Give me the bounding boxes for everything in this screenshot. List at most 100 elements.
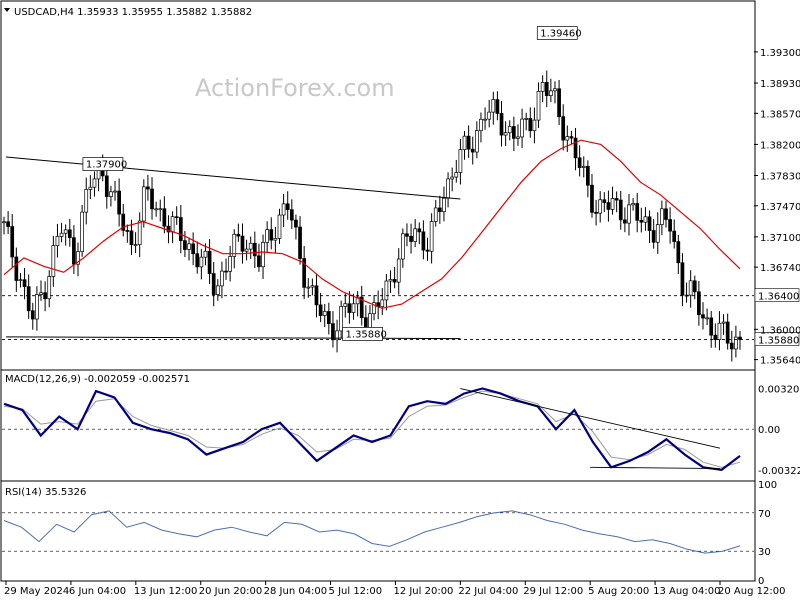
candle-body [129,230,134,246]
candle-body [680,262,685,296]
candle-body [516,136,520,139]
candle-body [6,221,10,227]
candle-body [544,82,549,96]
collapse-triangle-icon[interactable] [4,8,10,12]
candle-body [524,118,529,120]
candle-body [454,172,459,178]
candle-body [104,175,109,197]
candle-body [55,236,60,246]
candle-body [664,208,668,220]
candle-body [347,303,352,313]
candle-body [528,118,533,132]
candle-body [322,311,327,316]
candle-body [577,157,582,168]
candle-body [417,228,422,233]
candle-body [125,230,130,232]
candle-body [162,208,167,227]
candle-body [725,321,730,344]
candle-body [2,221,6,224]
candle-body [503,132,508,136]
x-tick-label: 6 Jun 04:00 [69,586,126,597]
candle-body [470,148,475,153]
macd-layer [2,387,754,471]
candle-body [265,229,270,243]
annotation-label: 1.37900 [86,160,127,171]
price-ytick-label: 1.37830 [760,172,800,183]
candle-body [109,191,113,197]
rsi-layer [2,510,754,554]
macd-main-line [3,387,741,471]
candle-body [10,226,15,258]
candle-body [261,242,265,268]
candle-body [651,230,656,243]
macd-signal-line [3,390,741,468]
candle-body [598,199,603,214]
candle-body [437,207,442,213]
macd-trend-line [590,466,721,470]
price-ytick-label: 1.36740 [760,263,800,274]
candle-body [701,314,705,319]
candle-body [92,178,97,188]
candle-body [372,302,376,315]
price-ytick-label: 1.37100 [760,233,800,244]
x-tick-label: 20 Jun 20:00 [199,586,263,597]
candle-body [51,245,56,277]
candle-body [734,336,738,350]
candle-body [244,248,249,252]
x-tick-label: 13 Aug 04:00 [653,586,720,597]
candle-body [573,137,578,159]
level-label-box [754,288,800,303]
candle-body [220,270,224,287]
candle-body [672,230,677,242]
candle-body [236,233,241,237]
candle-body [618,199,623,221]
candle-body [586,166,590,186]
candle-body [479,118,483,132]
candle-body [158,208,163,211]
candle-body [458,149,463,173]
candle-body [660,208,664,225]
candle-body [289,209,294,221]
candle-body [474,130,479,153]
candle-body [146,186,150,190]
annotation-box [82,157,124,171]
candle-body [174,216,179,219]
candle-body [540,82,545,92]
candle-body [14,256,19,281]
candle-body [413,228,418,242]
candle-body [281,203,286,216]
candle-body [294,219,298,228]
candle-body [643,216,648,223]
candle-body [150,188,154,210]
candle-body [462,135,467,150]
candle-body [47,276,52,300]
annotation-label: 1.39460 [540,28,581,39]
candle-body [269,229,274,241]
level-label: 1.36400 [758,292,799,303]
candle-body [335,330,339,341]
candle-body [396,258,401,283]
candle-body [121,213,126,231]
price-ytick-label: 1.39300 [760,48,800,59]
level-label-box [754,332,800,346]
candle-body [688,280,693,296]
x-tick-label: 29 Jul 12:00 [523,586,583,597]
candle-body [565,136,570,141]
annotation-box [536,26,578,40]
candle-body [215,285,220,295]
candle-body [117,190,121,215]
candle-body [729,342,734,350]
price-ytick-label: 1.37470 [760,202,800,213]
macd-ytick-label: 0.003201 [758,385,800,396]
candle-body [298,226,302,259]
candle-body [252,242,257,257]
candle-body [491,99,496,113]
candle-body [343,303,348,307]
candle-body [178,217,183,241]
candle-body [72,237,76,265]
rsi-line [3,510,741,554]
candle-body [557,88,561,118]
candle-body [273,238,278,241]
candle-body [384,280,389,301]
